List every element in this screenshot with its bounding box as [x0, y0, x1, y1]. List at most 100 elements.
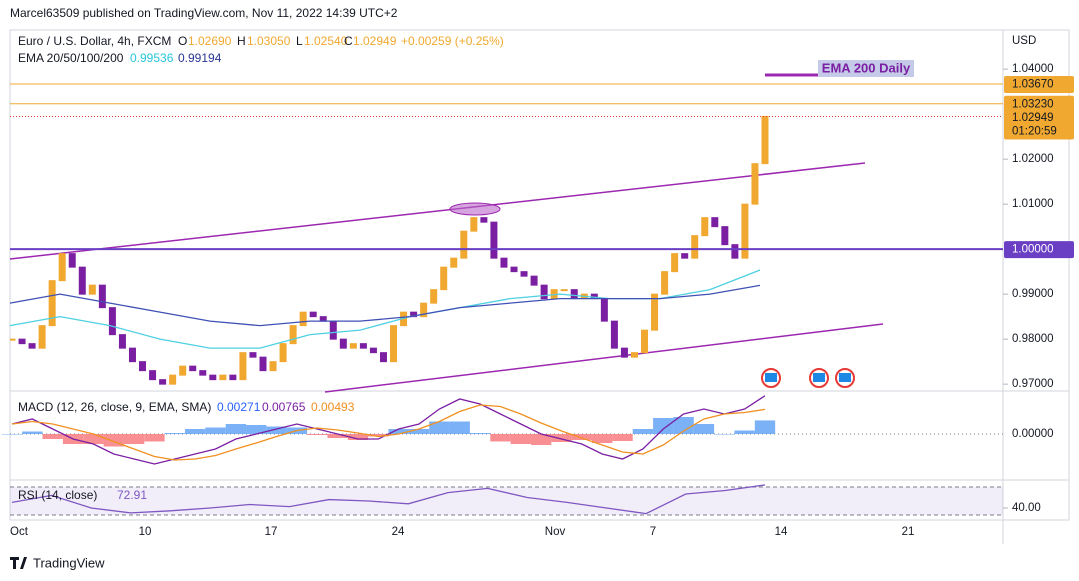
histogram-bar	[307, 434, 328, 435]
histogram-bar	[83, 434, 104, 444]
candle	[641, 329, 649, 354]
price-plot	[10, 115, 769, 385]
candle	[239, 352, 247, 381]
candle	[530, 275, 538, 286]
candle	[369, 347, 377, 354]
frame	[9, 29, 1070, 521]
candle	[430, 289, 438, 304]
candle	[560, 289, 568, 292]
histogram-bar	[490, 434, 511, 442]
candle	[520, 271, 528, 277]
trendline	[324, 323, 884, 393]
histogram-bar	[429, 421, 450, 434]
candle	[490, 221, 498, 259]
candle	[259, 356, 267, 372]
footer-logo	[10, 557, 27, 569]
candle	[390, 325, 398, 363]
candle	[510, 266, 518, 273]
symbol: Euro / U.S. Dollar, 4h, FXCM	[18, 34, 171, 48]
candle	[209, 374, 217, 381]
candle	[691, 235, 699, 259]
x-tick-label: 14	[775, 526, 788, 538]
ema-title: EMA 20/50/100/200	[18, 51, 124, 65]
x-tick-label: 10	[139, 526, 152, 538]
rsi-line	[11, 484, 766, 515]
x-tick-label: 7	[650, 526, 656, 538]
y-tick-label: 0.99000	[1012, 288, 1054, 300]
candle	[249, 352, 257, 358]
candle	[269, 361, 277, 372]
histogram-bar	[693, 424, 715, 434]
candle	[149, 370, 157, 381]
y-tick-label: 0.97000	[1012, 378, 1054, 390]
candle	[319, 316, 327, 322]
x-tick-label: Nov	[545, 526, 566, 538]
countdown: 01:20:59	[1012, 125, 1057, 137]
candle	[329, 320, 337, 340]
y-tick-label: 40.00	[1012, 502, 1041, 514]
candle	[279, 343, 287, 363]
histogram-bar	[673, 417, 694, 434]
event-icons	[761, 368, 855, 388]
histogram-bar	[408, 429, 430, 434]
histogram-bar	[714, 434, 735, 435]
histogram-bar	[123, 434, 145, 444]
histogram-bar	[612, 434, 633, 441]
change: +0.00259 (+0.25%)	[401, 34, 504, 48]
trendline	[9, 162, 866, 260]
histogram-bar	[734, 430, 755, 434]
y-tick-label: 0.98000	[1012, 333, 1054, 345]
candle	[751, 163, 759, 205]
ema-value: 0.99194	[178, 51, 222, 65]
candle	[620, 347, 628, 358]
candle	[701, 217, 709, 237]
indicator-title: MACD (12, 26, close, 9, EMA, SMA)	[18, 400, 211, 414]
candle	[671, 253, 679, 273]
histogram-bar	[205, 427, 226, 434]
candle	[189, 365, 197, 372]
candle	[28, 343, 36, 349]
candle	[349, 343, 357, 349]
highlight-ellipse	[449, 202, 501, 216]
candle	[229, 374, 237, 381]
histogram-bar	[388, 429, 409, 434]
candle	[610, 320, 618, 349]
candle	[731, 244, 739, 259]
price-label: 1.02949	[1012, 112, 1054, 124]
annotation: EMA 200 Daily	[822, 60, 911, 75]
histogram-bar	[368, 434, 389, 437]
candle	[681, 253, 689, 259]
candle	[48, 280, 56, 327]
histogram-bar	[164, 433, 185, 434]
candle	[118, 334, 126, 349]
histogram-bar	[653, 418, 674, 434]
macd-line	[11, 395, 766, 465]
ohlc-key: O	[178, 34, 187, 48]
candle	[309, 311, 317, 318]
candle	[18, 338, 26, 345]
histogram-bar	[144, 434, 165, 442]
histogram-bar	[225, 424, 247, 434]
candle	[78, 266, 86, 295]
candle	[480, 217, 488, 223]
indicator-title: RSI (14, close)	[18, 488, 97, 502]
candle	[500, 257, 508, 268]
x-tick-label: 17	[265, 526, 278, 538]
ohlc-key: C	[344, 34, 353, 48]
y-tick-label: 1.01000	[1012, 198, 1054, 210]
candle	[108, 307, 116, 336]
y-tick-label: 1.02000	[1012, 153, 1054, 165]
histogram-bar	[184, 429, 206, 434]
candle	[741, 203, 749, 259]
candle	[470, 217, 478, 232]
candle	[661, 271, 669, 295]
price-label: 1.03670	[1012, 79, 1054, 91]
histogram-bar	[632, 429, 654, 434]
candle	[540, 284, 548, 300]
candle	[460, 230, 468, 259]
indicator-value: 0.00493	[311, 400, 355, 414]
y-tick-label: 1.04000	[1012, 63, 1054, 75]
candle	[38, 325, 46, 349]
candle	[450, 257, 458, 268]
candle	[761, 115, 769, 165]
